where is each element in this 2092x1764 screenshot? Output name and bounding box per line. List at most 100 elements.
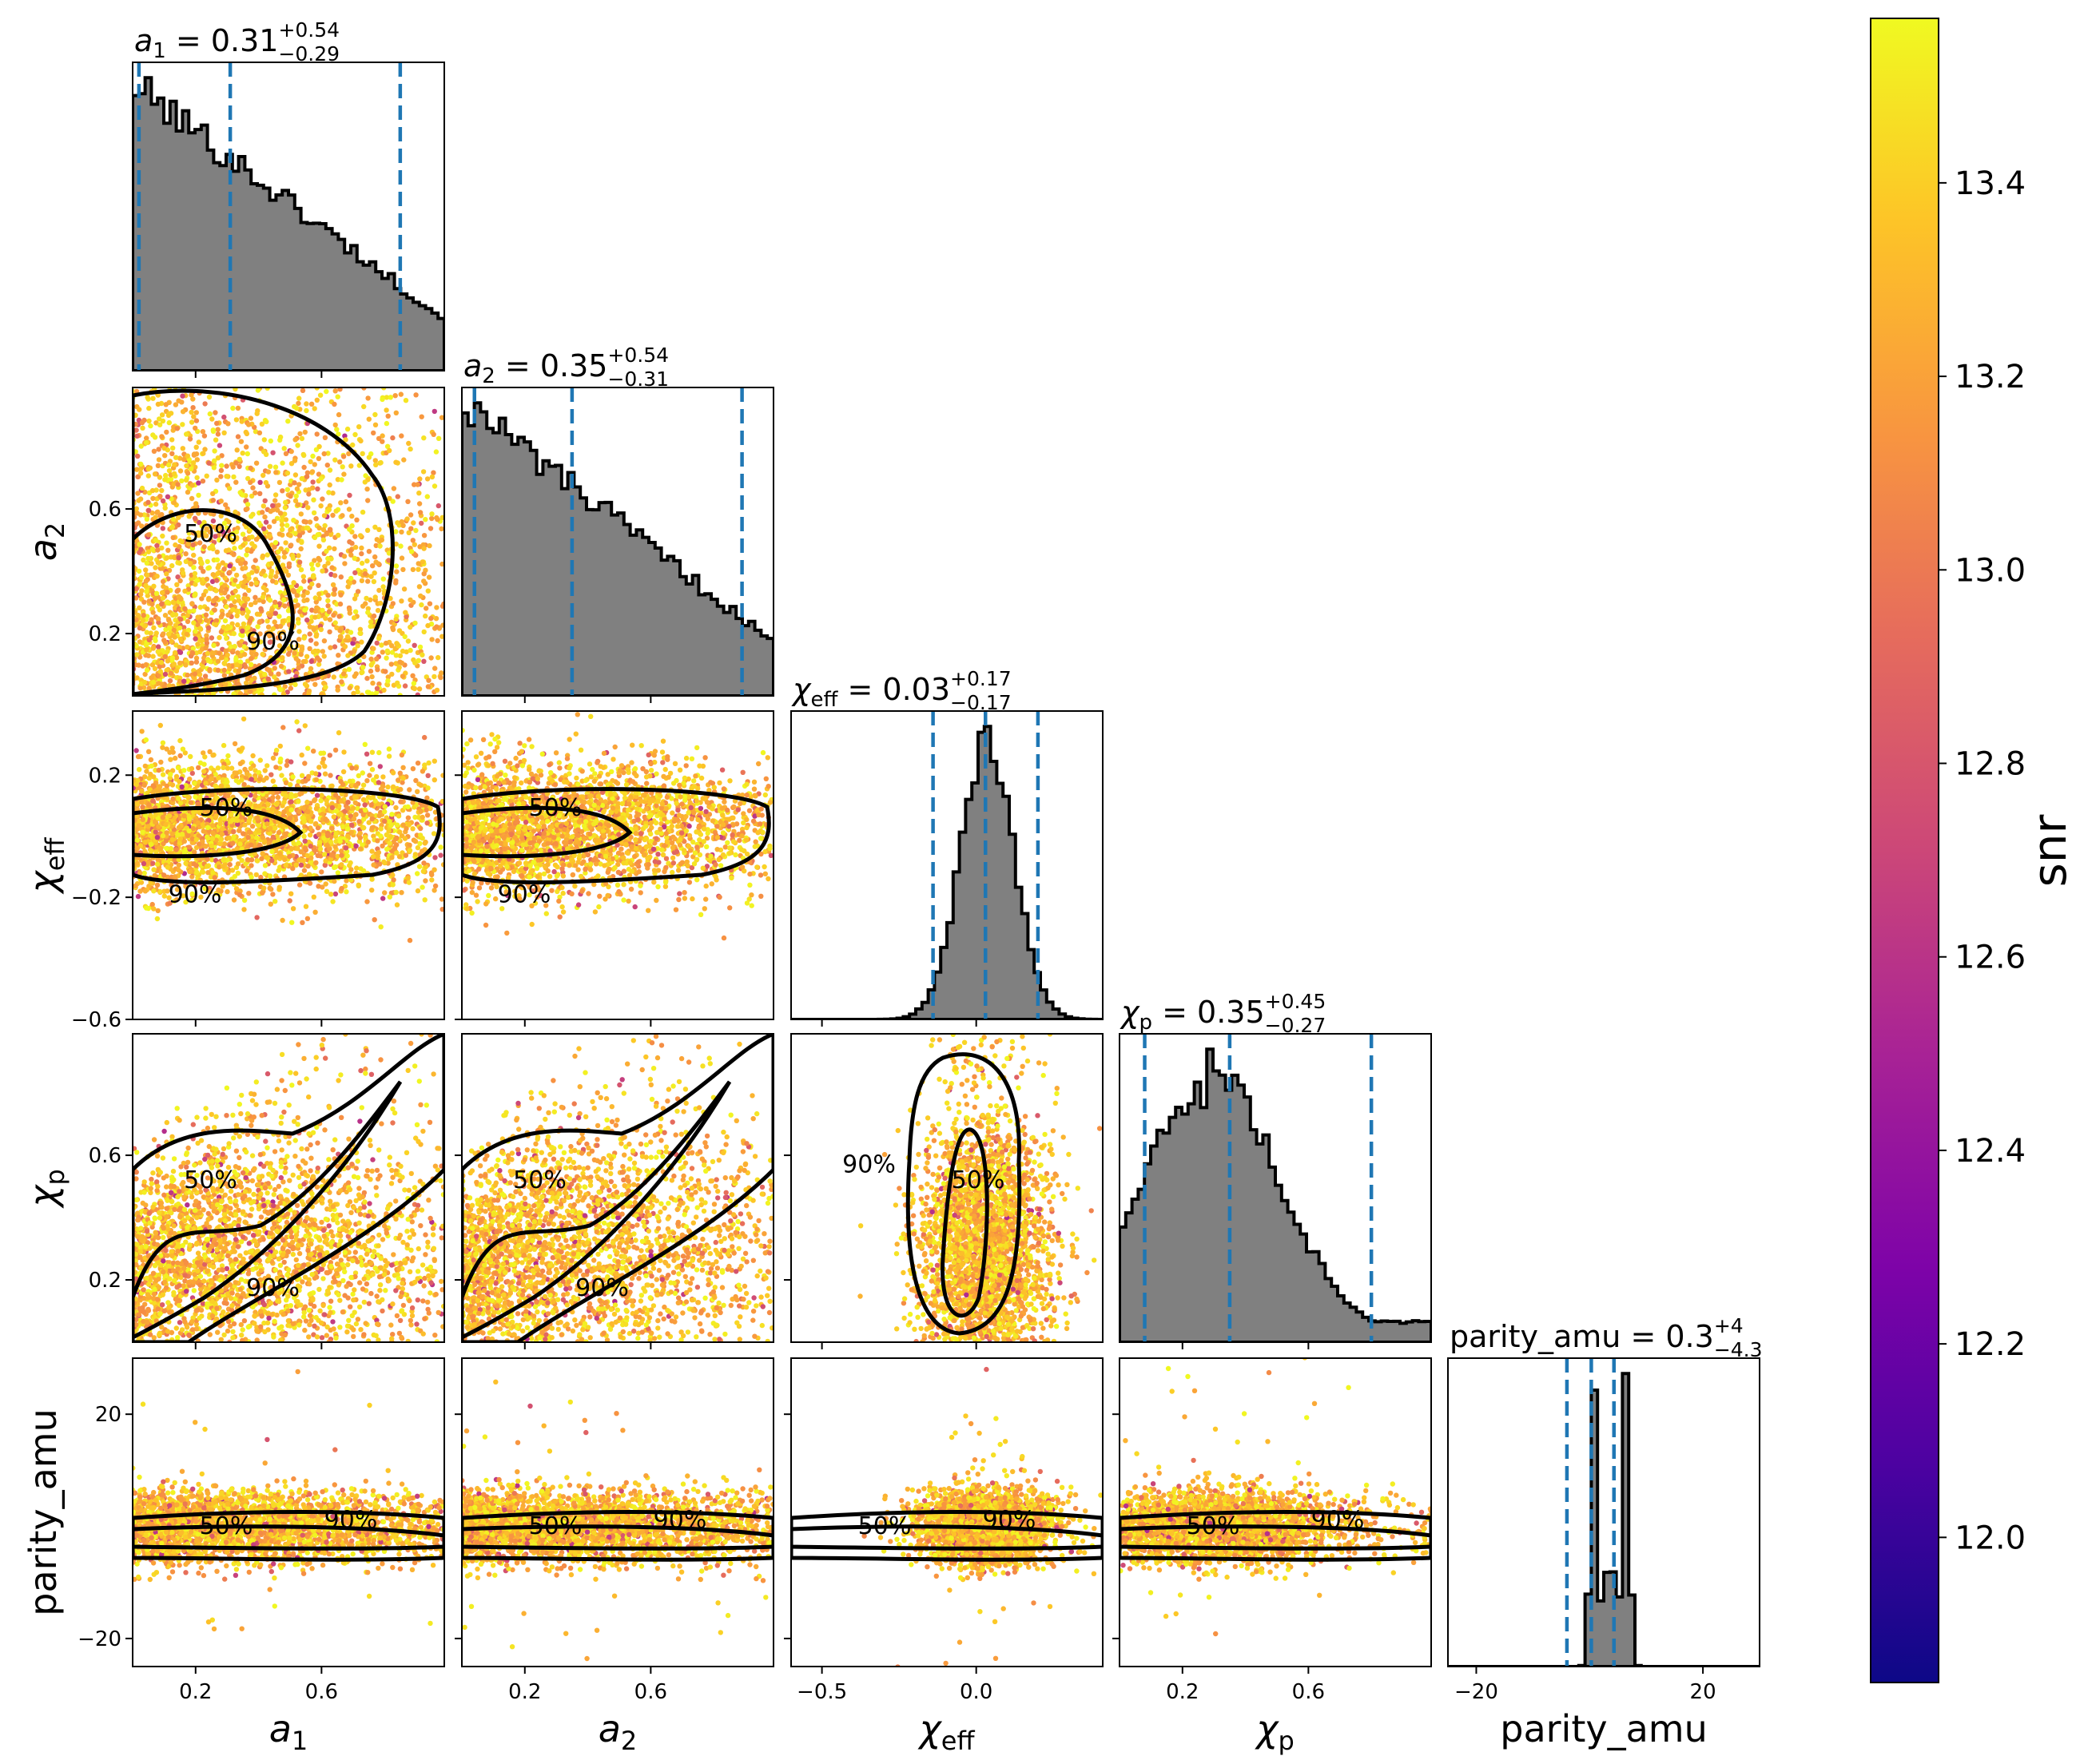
contour-label: 90% xyxy=(575,1274,629,1302)
colorbar xyxy=(1870,18,1939,1683)
y-tick-label: −20 xyxy=(78,1627,121,1651)
histogram-bars xyxy=(1120,1047,1431,1342)
axes-frame xyxy=(1119,1033,1432,1343)
contour-90 xyxy=(1120,1509,1431,1562)
colorbar-label: snr xyxy=(2022,814,2077,887)
x-tick-label: 0.2 xyxy=(179,1680,212,1704)
contour-50 xyxy=(1120,1524,1431,1551)
x-tick-label: 0.2 xyxy=(1166,1680,1199,1704)
scatter-a2-vs-parity_amu: 50% 90% 0.2 0.6 xyxy=(455,1357,774,1704)
contour-90 xyxy=(133,1509,444,1562)
axes-frame xyxy=(790,1033,1104,1343)
xlabel-a1: a1 xyxy=(269,1707,308,1756)
x-tick-label: 0.6 xyxy=(1292,1680,1325,1704)
scatter-chi_p-vs-parity_amu: 50% 90% 0.2 0.6 xyxy=(1112,1357,1432,1704)
contour-label: 50% xyxy=(184,1166,237,1194)
colorbar-tick-label: 12.2 xyxy=(1955,1326,2026,1363)
xlabel-parity_amu: parity_amu xyxy=(1500,1707,1708,1750)
scatter-chi_eff-vs-parity_amu: 50% 90% −0.5 0.0 xyxy=(784,1357,1104,1704)
contour-label: 50% xyxy=(952,1166,1005,1194)
contour-90 xyxy=(133,388,395,696)
contour-label: 50% xyxy=(529,794,583,822)
contour-50 xyxy=(133,1080,403,1340)
contour-label: 90% xyxy=(169,880,222,908)
contour-50 xyxy=(462,1524,774,1551)
scatter-a2-vs-chi_p: 50% 90% xyxy=(455,1033,774,1349)
title-parity_amu: parity_amu = 0.3+4 xyxy=(1450,1314,1744,1354)
hist-a1: a1 = 0.31+0.54−0.29 xyxy=(132,18,445,378)
y-tick-label: 0.2 xyxy=(89,764,121,788)
ylabel-chi_eff: χeff xyxy=(22,837,70,896)
axes-frame xyxy=(790,710,1104,1020)
axes-frame xyxy=(132,1033,445,1343)
xlabel-a2: a2 xyxy=(599,1707,638,1756)
x-tick-label: 0.2 xyxy=(508,1680,541,1704)
title-a1: a1 = 0.31+0.54 xyxy=(134,18,340,63)
y-tick-label: 0.6 xyxy=(89,1144,121,1168)
contour-label: 90% xyxy=(1311,1506,1365,1534)
colorbar-tick-label: 13.2 xyxy=(1955,359,2026,395)
contour-90 xyxy=(133,1034,444,1342)
contour-label: 50% xyxy=(513,1166,567,1194)
ylabel-chi_p: χp xyxy=(22,1169,70,1210)
contour-50 xyxy=(791,1524,1103,1551)
axes-frame xyxy=(132,387,445,697)
y-tick-label: 0.2 xyxy=(89,1269,121,1293)
colorbar-tick-label: 13.4 xyxy=(1955,165,2026,202)
contour-90 xyxy=(462,1509,774,1562)
contour-label: 50% xyxy=(1187,1512,1240,1540)
xlabel-chi_p: χp xyxy=(1254,1707,1295,1756)
scatter-a2-vs-chi_eff: 50% 90% xyxy=(455,710,774,1027)
histogram-bars xyxy=(462,401,774,696)
scatter-a1-vs-chi_eff: 50% 90% −0.6 −0.2 0.2 xyxy=(71,710,445,1032)
x-tick-label: 0.6 xyxy=(305,1680,338,1704)
contour-50 xyxy=(462,1080,732,1340)
axes-frame xyxy=(790,1357,1104,1667)
title-a2: a2 = 0.35+0.54 xyxy=(463,344,669,388)
x-tick-label: 0.6 xyxy=(634,1680,667,1704)
axes-frame xyxy=(1119,1357,1432,1667)
x-tick-label: 0.0 xyxy=(960,1680,992,1704)
scatter-chi_eff-vs-chi_p: 50% 90% xyxy=(784,1033,1104,1349)
y-tick-label: 0.2 xyxy=(89,622,121,646)
axes-frame xyxy=(461,1357,774,1667)
contour-90 xyxy=(905,1052,1022,1336)
hist-chi_p: χp = 0.35+0.45−0.27 xyxy=(1119,990,1432,1349)
contour-90 xyxy=(462,1034,774,1342)
axes-frame xyxy=(461,387,774,697)
axes-frame xyxy=(461,710,774,1020)
histogram-bars xyxy=(791,725,1103,1019)
title-chi_eff: χeff = 0.03+0.17 xyxy=(791,667,1012,712)
colorbar-tick-label: 12.0 xyxy=(1955,1520,2026,1556)
contour-90 xyxy=(133,787,442,884)
contour-label: 50% xyxy=(200,1512,253,1540)
x-tick-label: −20 xyxy=(1454,1680,1498,1704)
colorbar-tick-label: 12.6 xyxy=(1955,940,2026,976)
colorbar-tick-label: 12.4 xyxy=(1955,1133,2026,1170)
axes-frame xyxy=(132,1357,445,1667)
contour-label: 90% xyxy=(983,1506,1036,1534)
contour-50 xyxy=(941,1127,989,1318)
contour-label: 50% xyxy=(184,520,237,548)
axes-frame xyxy=(1447,1357,1760,1667)
y-tick-label: −0.2 xyxy=(71,886,121,910)
contour-50 xyxy=(133,508,295,696)
hist-chi_eff: χeff = 0.03+0.17−0.17 xyxy=(790,667,1104,1027)
contour-50 xyxy=(133,805,304,859)
y-tick-label: 0.6 xyxy=(89,498,121,522)
axes-frame xyxy=(461,1033,774,1343)
contour-50 xyxy=(133,1524,444,1551)
xlabel-chi_eff: χeff xyxy=(917,1707,976,1756)
axes-frame xyxy=(132,62,445,371)
contour-label: 50% xyxy=(529,1512,583,1540)
contour-label: 90% xyxy=(324,1506,378,1534)
colorbar-tick-label: 12.8 xyxy=(1955,746,2026,783)
contour-label: 90% xyxy=(246,1274,300,1302)
histogram-bars xyxy=(1448,1372,1760,1667)
scatter-a1-vs-a2: 50% 90% 0.2 0.6 xyxy=(89,387,445,703)
x-tick-label: 20 xyxy=(1690,1680,1716,1704)
contour-90 xyxy=(462,787,771,884)
contour-label: 90% xyxy=(654,1506,707,1534)
y-tick-label: −0.6 xyxy=(71,1008,121,1032)
